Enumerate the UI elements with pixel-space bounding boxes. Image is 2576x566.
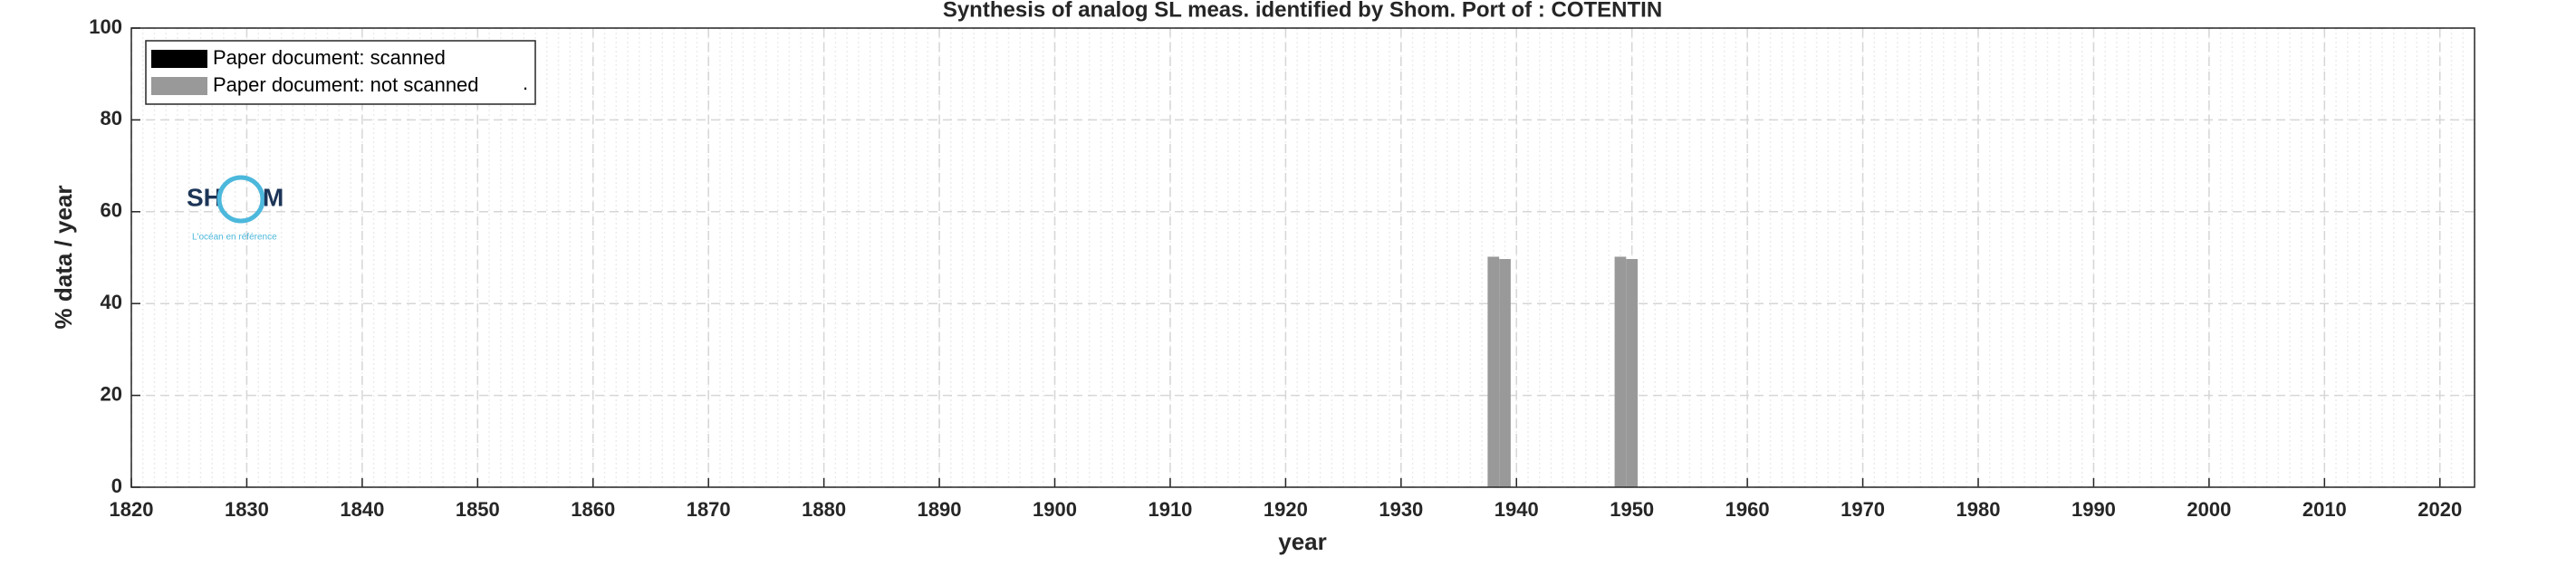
legend-label: Paper document: scanned [213,46,446,69]
logo-ring [216,175,265,224]
y-tick-label: 0 [111,475,122,497]
y-tick-label: 20 [101,382,122,405]
x-tick-label: 1910 [1148,498,1192,521]
x-tick-label: 2010 [2302,498,2347,521]
logo-text: M [263,183,284,211]
logo-tagline: L'océan en référence [192,233,277,243]
logo-text: SH [187,183,222,211]
bar [1499,259,1511,487]
x-tick-label: 1840 [340,498,384,521]
y-tick-label: 100 [89,15,122,38]
bar [1626,259,1639,487]
y-tick-label: 40 [101,291,122,313]
x-tick-label: 1880 [802,498,846,521]
x-tick-label: 1920 [1264,498,1308,521]
x-tick-label: 1900 [1033,498,1077,521]
bar [1614,256,1627,487]
plot-frame [130,27,2475,488]
legend-box [145,40,536,105]
bar [1487,256,1500,487]
y-tick-label: 80 [101,107,122,130]
legend-note: . [523,72,528,94]
legend-label: Paper document: not scanned [213,73,479,96]
chart-title: Synthesis of analog SL meas. identified … [943,0,1662,22]
logo: SH M L'océan en référence [187,175,284,243]
legend-swatch [151,50,207,68]
x-tick-label: 1980 [1956,498,2001,521]
x-tick-label: 1870 [687,498,731,521]
x-tick-label: 2020 [2417,498,2462,521]
x-tick-label: 1950 [1610,498,1654,521]
x-tick-label: 1860 [571,498,615,521]
x-tick-label: 1890 [918,498,962,521]
legend: Paper document: scanned Paper document: n… [145,40,536,105]
y-axis-label: % data / year [50,186,77,330]
x-tick-label: 1830 [225,498,269,521]
x-tick-label: 1820 [110,498,154,521]
x-tick-label: 1970 [1841,498,1885,521]
legend-swatch [151,77,207,95]
x-tick-label: 1930 [1379,498,1423,521]
x-tick-label: 1940 [1495,498,1539,521]
x-tick-label: 1960 [1725,498,1770,521]
x-axis-label: year [1278,528,1327,555]
x-tick-label: 2000 [2187,498,2231,521]
y-tick-label: 60 [101,199,122,222]
x-tick-label: 1990 [2071,498,2116,521]
x-tick-label: 1850 [456,498,500,521]
